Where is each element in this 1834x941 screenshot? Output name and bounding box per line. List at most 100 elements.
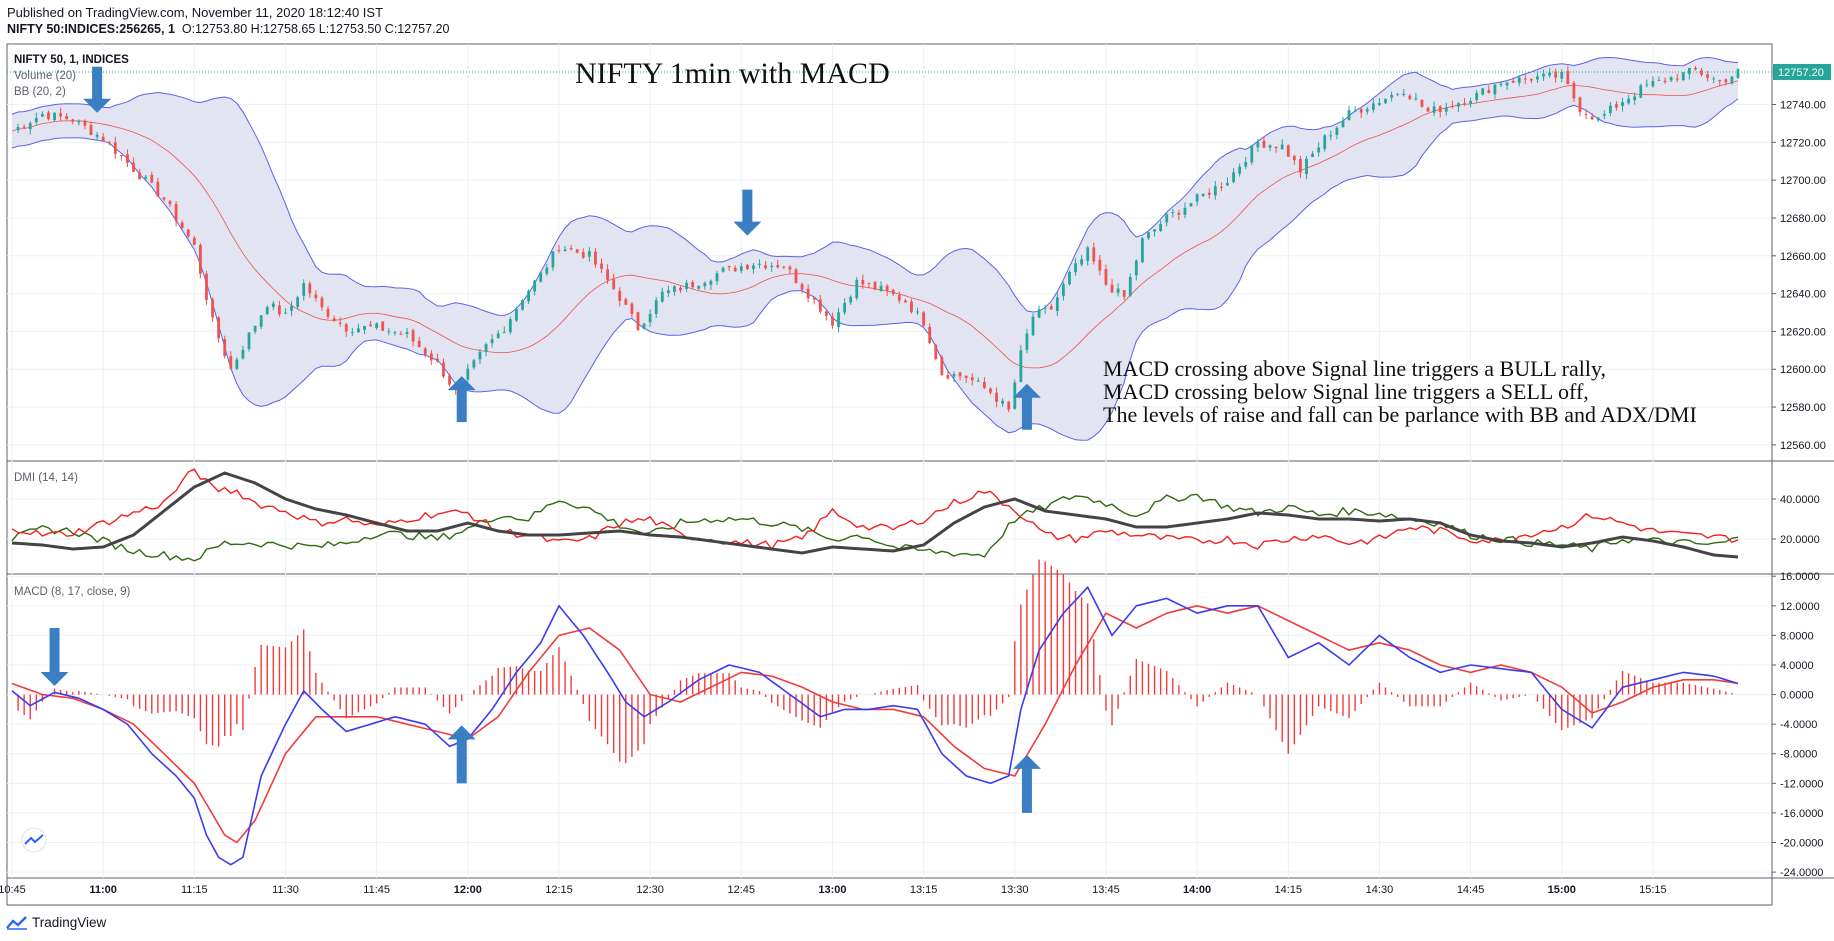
candle-body [587,251,591,257]
price-legend-item: Volume (20) [14,70,76,82]
candle-body [284,312,287,314]
candle-body [1080,259,1084,265]
candle-body [1560,71,1564,79]
candle-body [1043,307,1047,309]
price-y-tick-label: 12600.00 [1780,364,1826,376]
candle-body [1159,224,1163,232]
candle-body [1432,106,1436,113]
candle-body [1110,284,1114,293]
x-tick-label: 11:15 [181,884,208,896]
candle-body [824,311,828,316]
candle-body [59,113,63,117]
candle-body [563,249,567,251]
candle-body [478,351,482,360]
candle-body [922,312,926,326]
candle-body [278,305,281,315]
candle-body [308,283,312,294]
candle-body [320,297,324,308]
plot-frame [6,43,1773,906]
candle-body [1384,98,1387,104]
candle-body [1390,94,1393,98]
candle-body [782,266,786,268]
candle-body [1353,110,1357,112]
candle-body [800,284,804,290]
candle-body [1651,80,1655,87]
candle-body [1256,142,1260,148]
candle-body [83,120,87,126]
x-tick-label: 12:15 [545,884,573,896]
x-tick-label: 13:45 [1092,884,1120,896]
candle-body [928,326,932,344]
bb-fill [12,57,1738,441]
candle-body [150,175,154,183]
candle-body [34,117,38,123]
candle-body [654,300,658,314]
candle-body [1250,145,1254,163]
dmi-legend: DMI (14, 14) [14,472,78,484]
candle-body [861,279,865,285]
candle-body [429,353,433,361]
candle-body [1086,247,1090,261]
candle-body [1736,69,1740,78]
candle-body [873,281,877,290]
candle-body [1141,238,1144,263]
candle-body [1292,156,1296,161]
candle-body [764,265,768,269]
candle-body [1396,93,1400,95]
candle-body [387,331,391,333]
candle-body [168,201,172,205]
candle-body [879,285,883,292]
candle-body [1147,232,1150,239]
candle-body [1268,145,1272,148]
x-tick-label: 14:00 [1183,884,1211,896]
candle-body [1213,186,1217,196]
candle-body [1220,186,1223,188]
candle-body [1438,106,1442,113]
candle-body [442,362,445,377]
candle-body [1657,79,1661,81]
candle-body [1347,110,1351,120]
candle-body [490,338,494,344]
candle-body [958,372,962,377]
candle-body [107,142,111,144]
candle-body [1226,182,1229,186]
candle-body [484,344,488,352]
candle-body [1402,93,1406,96]
candle-body [1037,309,1041,318]
candle-body [539,272,543,282]
candle-body [1001,400,1005,404]
candle-body [28,123,32,130]
macd-y-tick-label: -4.0000 [1780,719,1817,731]
up-arrow-icon [447,725,476,784]
candle-body [1523,78,1527,80]
candle-body [357,328,360,333]
candle-body [1286,145,1290,157]
x-tick-label: 11:45 [363,884,390,896]
footer-brand[interactable]: TradingView [6,915,106,930]
candle-body [849,296,853,303]
candle-body [1116,288,1120,293]
candle-body [733,267,737,272]
annotation-line: MACD crossing above Signal line triggers… [1103,356,1606,381]
candle-body [1463,103,1466,105]
candle-body [660,291,664,302]
price-legend-item: NIFTY 50, 1, INDICES [14,54,129,66]
candle-body [533,280,537,292]
candle-body [265,307,269,315]
bb-upper-band [11,56,1739,316]
price-y-tick-label: 12560.00 [1780,440,1826,452]
candle-body [363,325,366,330]
candle-body [843,302,847,313]
x-tick-label: 14:30 [1366,884,1394,896]
candle-body [770,265,774,267]
price-y-tick-label: 12660.00 [1780,251,1826,263]
candle-body [569,247,573,250]
candle-body [259,315,263,327]
candle-body [1499,83,1503,85]
candle-body [679,287,682,291]
candle-body [745,264,749,270]
candle-body [1645,84,1649,86]
candle-body [1414,98,1418,100]
candle-body [1299,159,1302,173]
